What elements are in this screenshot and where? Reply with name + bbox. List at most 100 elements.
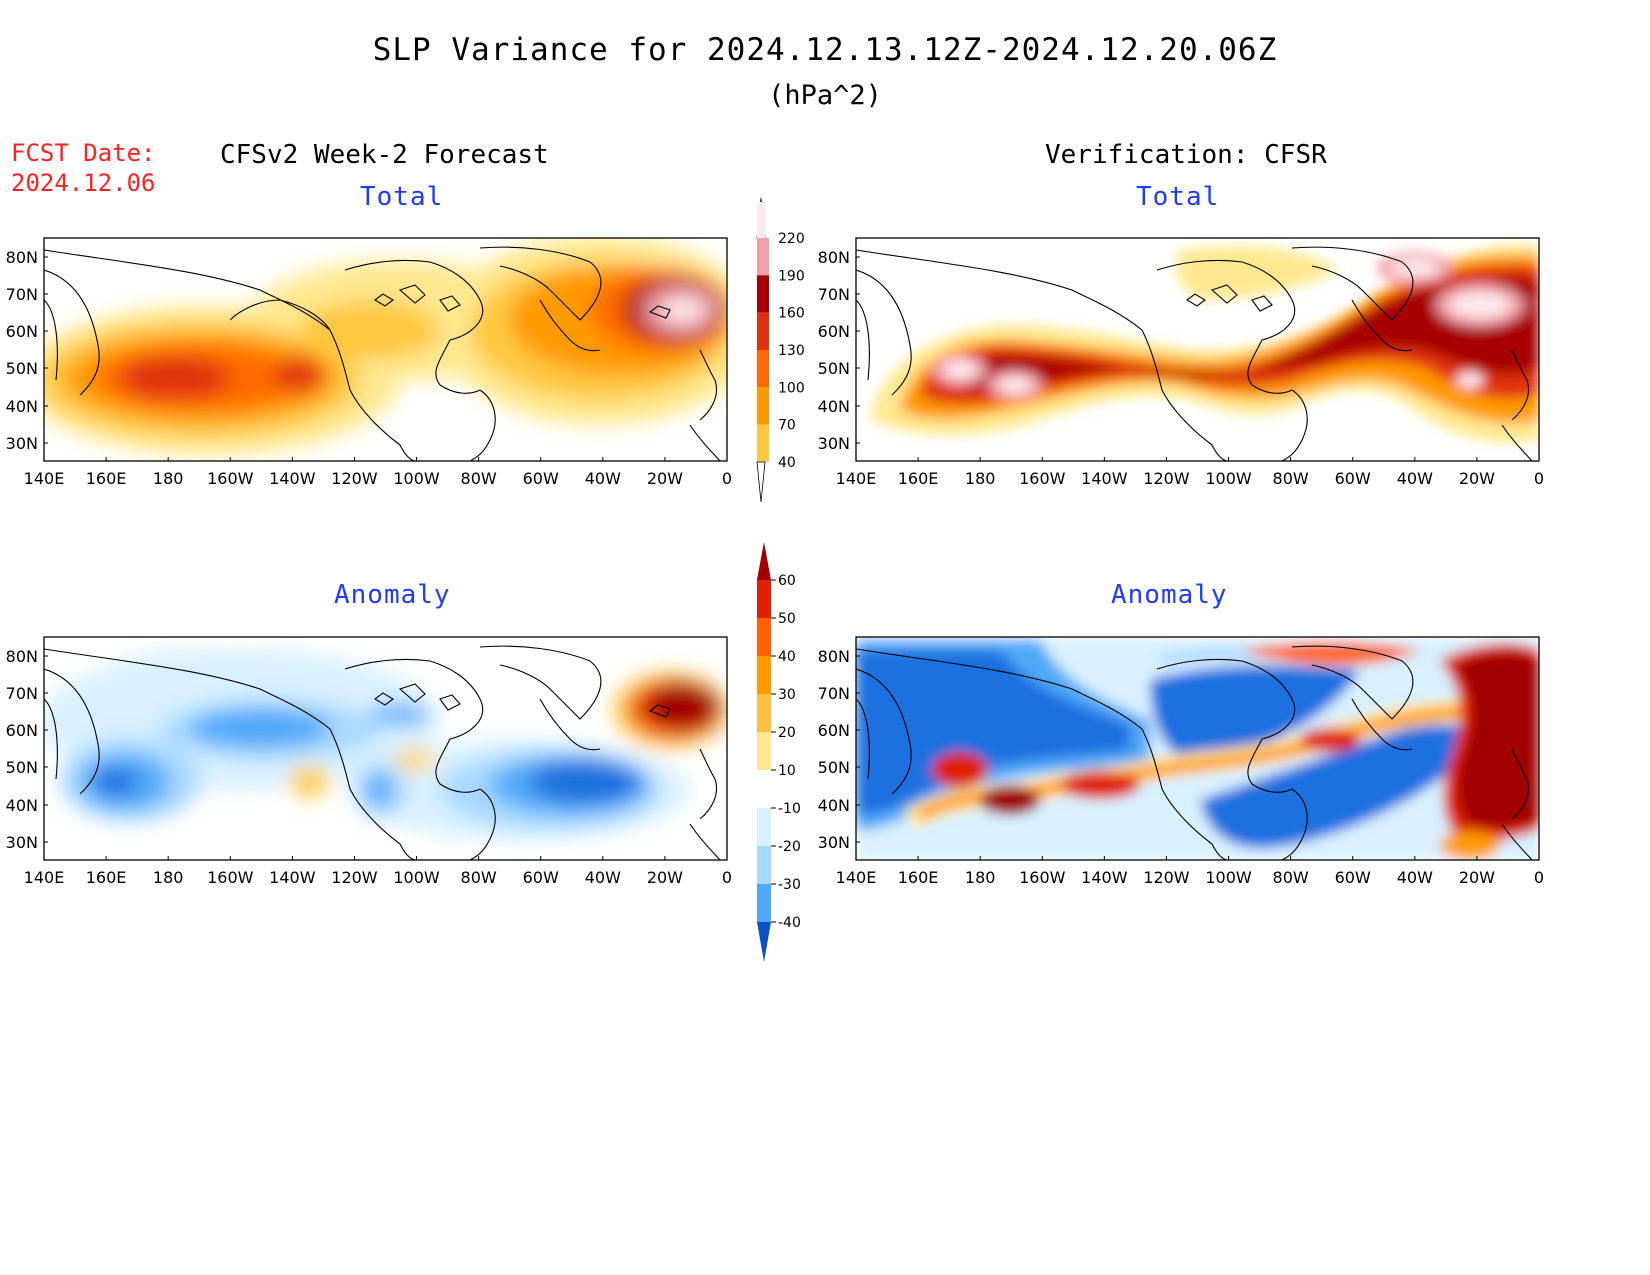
lat-tick-label: 40N (818, 397, 850, 416)
verif-anomaly-coastlines (856, 645, 1533, 860)
lon-tick-label: 100W (1205, 469, 1252, 488)
lat-tick-label: 30N (6, 434, 38, 453)
anomaly-colorbar-label: -40 (778, 915, 801, 931)
lat-tick-label: 70N (6, 684, 38, 703)
lon-tick-label: 0 (1534, 868, 1544, 887)
anomaly-colorbar-label: 40 (778, 649, 796, 665)
anomaly-colorbar-top-arrow (757, 542, 771, 580)
anomaly-colorbar-bin (757, 808, 771, 846)
anomaly-colorbar-label: 60 (778, 573, 796, 589)
anomaly-colorbar-label: -10 (778, 801, 801, 817)
lon-tick-label: 100W (393, 868, 440, 887)
lon-tick-label: 140W (1081, 469, 1128, 488)
lon-tick-label: 140W (269, 469, 316, 488)
lon-tick-label: 160W (207, 868, 254, 887)
figure-units: (hPa^2) (768, 80, 882, 111)
lon-tick-label: 40W (585, 868, 621, 887)
total-colorbar-label: 100 (778, 380, 805, 396)
anomaly-colorbar-bin (757, 656, 771, 694)
lon-tick-label: 160E (898, 469, 939, 488)
lat-tick-label: 30N (6, 833, 38, 852)
verif-total-map (855, 237, 1540, 462)
verif-total-frame (855, 237, 1540, 462)
lat-tick-label: 70N (818, 684, 850, 703)
lon-tick-label: 160E (86, 868, 127, 887)
lon-tick-label: 120W (1143, 868, 1190, 887)
fcst-total-frame (43, 237, 728, 462)
fcst-total-coastlines (44, 246, 721, 461)
lon-tick-label: 140E (24, 469, 65, 488)
verif-anomaly-field (856, 637, 1539, 860)
lon-tick-label: 120W (1143, 469, 1190, 488)
lon-tick-label: 80W (1273, 469, 1309, 488)
lon-tick-label: 140E (836, 868, 877, 887)
lon-tick-label: 80W (461, 868, 497, 887)
total-colorbar-bins: 220 190 160 130 100 70 40 (757, 202, 805, 471)
lon-tick-label: 120W (331, 469, 378, 488)
fcst-total-map (43, 237, 728, 462)
verif-anomaly-frame (855, 636, 1540, 861)
anomaly-colorbar-bin (757, 846, 771, 884)
lat-tick-label: 40N (6, 397, 38, 416)
anomaly-colorbar-label: -30 (778, 877, 801, 893)
anomaly-colorbar-bin (757, 694, 771, 732)
fcst-date-block: FCST Date: 2024.12.06 (11, 138, 156, 198)
lon-tick-label: 0 (1534, 469, 1544, 488)
lon-tick-label: 60W (523, 868, 559, 887)
total-colorbar-bin (757, 238, 769, 276)
anomaly-colorbar-bin (757, 580, 771, 618)
lon-tick-label: 40W (585, 469, 621, 488)
lat-tick-label: 40N (6, 796, 38, 815)
figure-title: SLP Variance for 2024.12.13.12Z-2024.12.… (372, 32, 1278, 68)
total-colorbar: 220 190 160 130 100 70 40 (756, 197, 805, 503)
anomaly-colorbar-label: -20 (778, 839, 801, 855)
fcst-anomaly-subtitle: Anomaly (334, 580, 451, 610)
fcst-total-field (44, 238, 727, 455)
lon-tick-label: 0 (722, 868, 732, 887)
total-colorbar-label: 190 (778, 268, 805, 284)
lon-tick-label: 160W (207, 469, 254, 488)
fcst-anomaly-map (43, 636, 728, 861)
fcst-anomaly-coastlines (44, 645, 721, 860)
lat-tick-label: 60N (6, 322, 38, 341)
lon-tick-label: 180 (965, 469, 996, 488)
lon-tick-label: 0 (722, 469, 732, 488)
lon-tick-label: 80W (1273, 868, 1309, 887)
lat-tick-label: 50N (6, 359, 38, 378)
verif-anomaly-subtitle: Anomaly (1111, 580, 1228, 610)
total-colorbar-label: 70 (778, 418, 796, 434)
anomaly-colorbar-bin (757, 732, 771, 770)
lat-tick-label: 80N (6, 248, 38, 267)
lat-tick-label: 50N (818, 758, 850, 777)
anomaly-colorbar-bin (757, 770, 771, 808)
lat-tick-label: 70N (6, 285, 38, 304)
lon-tick-label: 180 (965, 868, 996, 887)
total-colorbar-top-bin (757, 202, 765, 238)
total-colorbar-label: 40 (778, 455, 796, 471)
lon-tick-label: 100W (393, 469, 440, 488)
lat-tick-label: 50N (6, 758, 38, 777)
lat-tick-label: 30N (818, 833, 850, 852)
verif-total-subtitle: Total (1136, 182, 1220, 212)
lon-tick-label: 100W (1205, 868, 1252, 887)
lon-tick-label: 160E (86, 469, 127, 488)
fcst-anomaly-field (44, 650, 727, 840)
lon-tick-label: 20W (1459, 469, 1495, 488)
anomaly-colorbar-bin (757, 884, 771, 922)
lon-tick-label: 40W (1397, 469, 1433, 488)
lat-tick-label: 60N (818, 721, 850, 740)
lon-tick-label: 120W (331, 868, 378, 887)
lon-tick-label: 60W (523, 469, 559, 488)
fcst-total-subtitle: Total (360, 182, 444, 212)
verification-column-title: Verification: CFSR (1045, 140, 1327, 170)
lon-tick-label: 20W (1459, 868, 1495, 887)
lon-tick-label: 180 (153, 868, 184, 887)
lon-tick-label: 60W (1335, 868, 1371, 887)
total-colorbar-bin (757, 312, 769, 350)
total-colorbar-bin (757, 275, 769, 313)
lon-tick-label: 20W (647, 868, 683, 887)
total-colorbar-bin (757, 387, 769, 425)
anomaly-colorbar: 60 50 40 30 20 10 -10 -20 -30 -40 (757, 542, 801, 962)
lon-tick-label: 160E (898, 868, 939, 887)
anomaly-colorbar-label: 50 (778, 611, 796, 627)
